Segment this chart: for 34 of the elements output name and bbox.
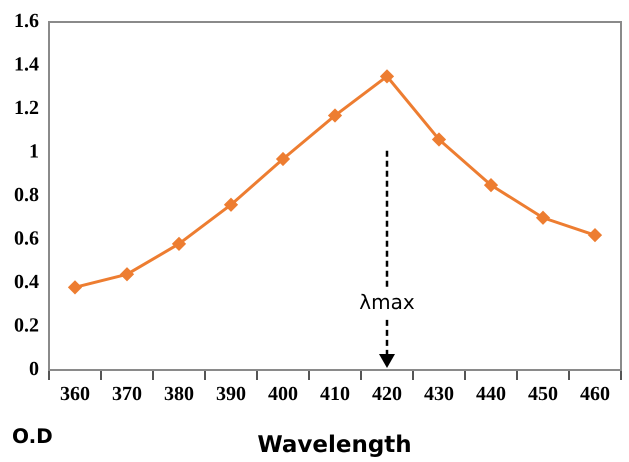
y-tick-label: 0.2	[14, 314, 39, 337]
annotation: λmax	[359, 290, 415, 314]
y-tick-label: 0.8	[14, 184, 39, 206]
point	[588, 228, 602, 242]
point	[432, 132, 446, 146]
x-tick-label: 400	[268, 383, 298, 406]
y-tick-label: 0	[29, 358, 39, 380]
y-tick-label: 1.6	[14, 10, 39, 32]
x-tick-label: 390	[216, 383, 246, 406]
x-tick-label: 380	[164, 383, 194, 406]
point	[172, 237, 186, 250]
x-tick-label: 440	[476, 383, 506, 406]
y-tick-label: 1.4	[14, 54, 39, 76]
x-tick-label: 450	[528, 383, 558, 406]
y-tick-label: 1.2	[14, 97, 39, 120]
x-tick-label: 430	[424, 383, 454, 406]
y-tick-label: 1	[29, 140, 39, 163]
point	[120, 268, 134, 281]
point	[224, 198, 238, 212]
y-axis-title: O.D	[12, 424, 53, 448]
y-tick-label: 0.4	[14, 271, 39, 294]
x-tick-label: 370	[112, 383, 142, 406]
x-tick-label: 420	[372, 383, 402, 406]
x-tick-label: 360	[60, 383, 90, 406]
point	[380, 70, 394, 83]
x-axis-title: Wavelength	[257, 432, 412, 458]
point	[276, 152, 290, 166]
point	[484, 178, 498, 192]
point	[328, 109, 342, 122]
x-tick-label: 410	[320, 383, 350, 406]
point	[68, 280, 82, 294]
y-tick-label: 0.6	[14, 228, 39, 250]
point	[536, 211, 550, 224]
x-tick-label: 460	[580, 383, 610, 406]
